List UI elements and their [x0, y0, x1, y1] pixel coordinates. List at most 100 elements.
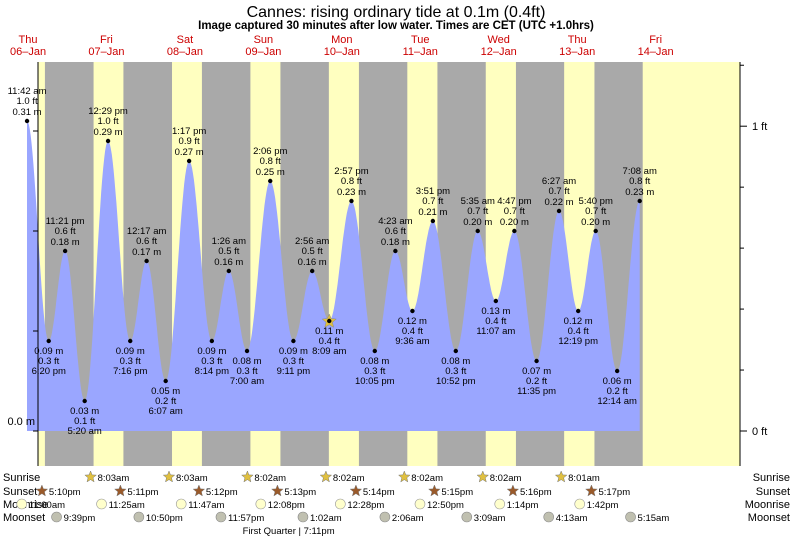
- high-tide-time: 11:42 am: [8, 86, 47, 97]
- sunrise-icon: [162, 470, 176, 483]
- moonrise-time: 1:14pm: [507, 500, 539, 511]
- low-tide-metres: 0.08 m: [233, 356, 262, 367]
- sunset-icon: [349, 484, 363, 497]
- sunrise-time: 8:02am: [490, 473, 522, 484]
- sunset-icon: [428, 484, 441, 497]
- high-tide-feet: 0.8 ft: [341, 176, 362, 187]
- high-tide-point: [512, 228, 517, 234]
- moonset-icon: [543, 511, 555, 523]
- sunset-time: 5:11pm: [127, 487, 158, 498]
- sunrise-row-label-right: Sunrise: [753, 472, 790, 484]
- moonset-icon: [379, 511, 391, 523]
- low-tide-point: [209, 338, 215, 344]
- moonrise-time: 1:42pm: [587, 500, 619, 511]
- high-tide-point: [309, 268, 315, 274]
- day-name: Wed: [488, 34, 510, 46]
- low-tide-metres: 0.08 m: [441, 356, 470, 367]
- moonset-icon: [297, 511, 309, 523]
- high-tide-point: [556, 208, 562, 214]
- high-tide-metres: 0.16 m: [214, 257, 243, 268]
- high-tide-metres: 0.16 m: [298, 257, 327, 268]
- low-tide-feet: 0.2 ft: [607, 386, 628, 397]
- day-date: 08–Jan: [167, 46, 203, 58]
- day-name: Thu: [568, 34, 587, 46]
- low-tide-feet: 0.3 ft: [120, 356, 141, 367]
- day-date: 09–Jan: [245, 46, 281, 58]
- moonset-time: 1:02am: [310, 513, 342, 524]
- moonset-row-label-right: Moonset: [748, 512, 790, 524]
- high-tide-point: [475, 228, 480, 234]
- low-tide-feet: 0.3 ft: [236, 366, 257, 377]
- low-tide-feet: 0.2 ft: [526, 376, 547, 387]
- sunset-icon: [114, 484, 127, 497]
- high-tide-metres: 0.23 m: [337, 187, 366, 198]
- low-tide-time: 7:00 am: [230, 376, 264, 387]
- high-tide-metres: 0.18 m: [381, 237, 410, 248]
- high-tide-time: 2:57 pm: [334, 166, 368, 177]
- sunrise-time: 8:03am: [176, 473, 208, 484]
- day-name: Fri: [649, 34, 662, 46]
- low-tide-metres: 0.07 m: [522, 366, 551, 377]
- low-tide-time: 11:35 pm: [517, 386, 556, 397]
- low-tide-feet: 0.3 ft: [201, 356, 222, 367]
- sunrise-icon: [397, 470, 411, 483]
- low-tide-point: [372, 348, 377, 354]
- low-tide-point: [410, 308, 415, 314]
- sunset-icon: [192, 484, 206, 497]
- moon-phase: First Quarter | 7:11pm: [243, 526, 335, 537]
- low-tide-feet: 0.4 ft: [568, 326, 589, 337]
- day-date: 07–Jan: [88, 46, 124, 58]
- high-tide-time: 2:06 pm: [253, 146, 287, 157]
- moonset-icon: [133, 511, 145, 523]
- high-tide-feet: 0.6 ft: [136, 236, 157, 247]
- high-tide-feet: 0.9 ft: [179, 136, 200, 147]
- sunrise-icon: [319, 470, 333, 483]
- moonrise-time: 12:28pm: [347, 500, 384, 511]
- high-tide-metres: 0.27 m: [175, 147, 204, 158]
- moonset-row-label: Moonset: [3, 512, 45, 524]
- moonset-time: 9:39pm: [64, 513, 96, 524]
- low-tide-point: [128, 338, 133, 344]
- high-tide-point: [62, 248, 68, 254]
- high-tide-feet: 1.0 ft: [97, 116, 118, 127]
- high-tide-metres: 0.20 m: [581, 217, 610, 228]
- low-tide-time: 9:11 pm: [277, 366, 311, 377]
- high-tide-feet: 0.7 ft: [504, 206, 525, 217]
- low-tide-point: [534, 358, 539, 364]
- low-tide-metres: 0.09 m: [279, 346, 308, 357]
- high-tide-time: 4:23 am: [378, 216, 412, 227]
- sunset-time: 5:10pm: [49, 487, 81, 498]
- high-tide-feet: 0.7 ft: [585, 206, 606, 217]
- moonset-time: 4:13am: [556, 513, 588, 524]
- high-tide-time: 5:35 am: [461, 196, 495, 207]
- high-tide-feet: 0.7 ft: [467, 206, 488, 217]
- high-tide-point: [268, 178, 273, 184]
- high-tide-feet: 0.5 ft: [218, 246, 239, 257]
- axes: 0.0 m 0 ft 1 ft: [7, 62, 767, 466]
- sunset-row-label: Sunset: [3, 486, 37, 498]
- high-tide-point: [393, 248, 398, 254]
- low-tide-point: [327, 318, 332, 324]
- low-tide-metres: 0.12 m: [564, 316, 593, 327]
- low-tide-point: [46, 338, 51, 344]
- sunset-time: 5:17pm: [598, 487, 630, 498]
- sunrise-time: 8:02am: [411, 473, 443, 484]
- low-tide-feet: 0.3 ft: [364, 366, 385, 377]
- low-tide-time: 10:52 pm: [436, 376, 476, 387]
- low-tide-metres: 0.13 m: [481, 306, 510, 317]
- sunrise-icon: [476, 470, 490, 483]
- sunrise-time: 8:03am: [98, 473, 130, 484]
- day-date: 13–Jan: [559, 46, 595, 58]
- low-tide-metres: 0.09 m: [197, 346, 226, 357]
- high-tide-feet: 0.7 ft: [422, 196, 443, 207]
- day-date: 12–Jan: [481, 46, 517, 58]
- moonset-icon: [625, 511, 636, 523]
- day-date: 14–Jan: [638, 46, 674, 58]
- moonset-icon: [215, 511, 227, 523]
- low-tide-feet: 0.3 ft: [283, 356, 304, 367]
- sunset-icon: [506, 484, 520, 497]
- chart-subtitle: Image captured 30 minutes after low wate…: [198, 20, 594, 32]
- moonrise-icon: [16, 498, 28, 510]
- low-tide-time: 7:16 pm: [113, 366, 147, 377]
- low-tide-point: [163, 378, 168, 384]
